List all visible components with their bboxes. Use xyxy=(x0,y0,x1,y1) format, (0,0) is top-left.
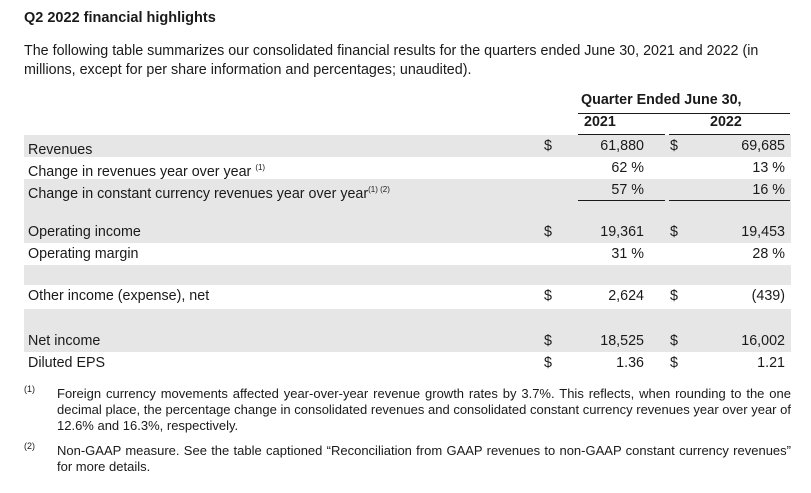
footnote-marker: (1) xyxy=(24,384,35,394)
table-row: Revenues $ 61,880 $ 69,685 xyxy=(24,135,791,158)
value-2021: 19,361 xyxy=(600,224,644,240)
currency-symbol: $ xyxy=(544,224,552,240)
currency-symbol: $ xyxy=(544,355,552,371)
value-2022: 16 % xyxy=(752,182,785,198)
row-label: Operating margin xyxy=(28,246,139,262)
value-2022: 1.21 xyxy=(757,355,785,371)
period-header: Quarter Ended June 30, xyxy=(581,92,742,108)
row-label: Operating income xyxy=(28,224,141,240)
intro-paragraph: The following table summarizes our conso… xyxy=(24,43,759,78)
value-2021: 62 % xyxy=(611,160,644,176)
table-row: Change in constant currency revenues yea… xyxy=(24,179,791,202)
row-spacer xyxy=(24,201,791,221)
row-spacer xyxy=(24,309,791,330)
table-row: Operating income $ 19,361 $ 19,453 xyxy=(24,221,791,243)
currency-symbol: $ xyxy=(544,288,552,304)
currency-symbol: $ xyxy=(670,355,678,371)
year-2022-underline xyxy=(669,134,790,135)
value-2022: 28 % xyxy=(752,246,785,262)
footnote-text: Non-GAAP measure. See the table captione… xyxy=(57,443,791,474)
value-2022: 19,453 xyxy=(741,224,785,240)
currency-symbol: $ xyxy=(544,333,552,349)
value-2022: 16,002 xyxy=(741,333,785,349)
currency-symbol: $ xyxy=(670,224,678,240)
value-2022: 69,685 xyxy=(741,138,785,154)
table-row: Operating margin 31 % 28 % xyxy=(24,243,791,265)
table-row: Change in revenues year over year (1) 62… xyxy=(24,157,791,180)
table-row: Other income (expense), net $ 2,624 $ (4… xyxy=(24,285,791,307)
value-2021: 18,525 xyxy=(600,333,644,349)
row-label: Change in constant currency revenues yea… xyxy=(28,185,390,202)
value-2021: 61,880 xyxy=(600,138,644,154)
row-label: Revenues xyxy=(28,142,93,158)
value-2021: 57 % xyxy=(611,182,644,198)
year-2021-header: 2021 xyxy=(584,114,616,130)
subtotal-rule-2022 xyxy=(669,200,790,201)
page-title: Q2 2022 financial highlights xyxy=(24,10,216,26)
row-label: Change in revenues year over year (1) xyxy=(28,163,266,180)
subtotal-rule-2021 xyxy=(578,200,665,201)
table-row: Net income $ 18,525 $ 16,002 xyxy=(24,330,791,352)
value-2022: 13 % xyxy=(752,160,785,176)
currency-symbol: $ xyxy=(670,138,678,154)
footnote-marker: (2) xyxy=(24,441,35,451)
header-divider xyxy=(578,113,790,114)
currency-symbol: $ xyxy=(544,138,552,154)
currency-symbol: $ xyxy=(670,288,678,304)
currency-symbol: $ xyxy=(670,333,678,349)
table-row: Diluted EPS $ 1.36 $ 1.21 xyxy=(24,352,791,374)
value-2021: 1.36 xyxy=(616,355,644,371)
row-label: Net income xyxy=(28,333,101,349)
footnote-text: Foreign currency movements affected year… xyxy=(57,386,791,433)
row-spacer xyxy=(24,265,791,285)
year-2021-underline xyxy=(578,134,665,135)
row-label: Other income (expense), net xyxy=(28,288,210,304)
row-label: Diluted EPS xyxy=(28,355,106,371)
value-2021: 2,624 xyxy=(608,288,644,304)
value-2021: 31 % xyxy=(611,246,644,262)
year-2022-header: 2022 xyxy=(710,114,742,130)
value-2022: (439) xyxy=(751,288,785,304)
